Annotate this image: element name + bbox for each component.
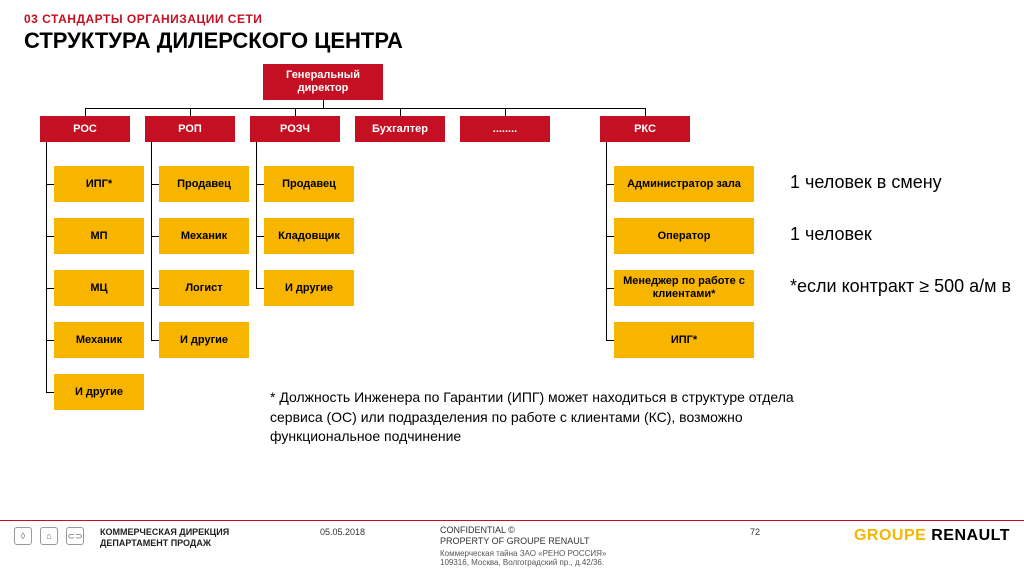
node-child-2-2: И другие	[264, 270, 354, 306]
secret-line1: Коммерческая тайна ЗАО «РЕНО РОССИЯ»	[440, 549, 606, 558]
connector-line	[256, 184, 264, 185]
page-title: СТРУКТУРА ДИЛЕРСКОГО ЦЕНТРА	[24, 28, 1000, 54]
conf-line2: PROPERTY OF GROUPE RENAULT	[440, 536, 590, 546]
node-branch-1: РОП	[145, 116, 235, 142]
connector-line	[256, 288, 264, 289]
side-label-2: *если контракт ≥ 500 а/м в	[790, 276, 1011, 297]
connector-line	[323, 100, 324, 108]
connector-line	[606, 236, 614, 237]
connector-line	[400, 108, 401, 116]
side-label-0: 1 человек в смену	[790, 172, 942, 193]
kicker: 03 СТАНДАРТЫ ОРГАНИЗАЦИИ СЕТИ	[24, 12, 1000, 26]
node-root: Генеральный директор	[263, 64, 383, 100]
brand-logos: ◊ ⌂ ⊂⊃	[14, 527, 84, 545]
connector-line	[151, 184, 159, 185]
connector-line	[151, 236, 159, 237]
node-child-5-2: Менеджер по работе с клиентами*	[614, 270, 754, 306]
footer-confidential: CONFIDENTIAL © PROPERTY OF GROUPE RENAUL…	[440, 525, 590, 547]
node-child-1-2: Логист	[159, 270, 249, 306]
connector-line	[256, 142, 257, 288]
connector-line	[46, 236, 54, 237]
header: 03 СТАНДАРТЫ ОРГАНИЗАЦИИ СЕТИ СТРУКТУРА …	[0, 0, 1024, 60]
node-branch-0: РОС	[40, 116, 130, 142]
node-child-2-1: Кладовщик	[264, 218, 354, 254]
node-child-0-4: И другие	[54, 374, 144, 410]
brand-name: RENAULT	[931, 527, 1010, 544]
dept-line2: ДЕПАРТАМЕНТ ПРОДАЖ	[100, 538, 211, 548]
connector-line	[46, 392, 54, 393]
node-child-1-0: Продавец	[159, 166, 249, 202]
org-chart: Генеральный директор РОС ИПГ* МП МЦ Механик И …	[0, 60, 1024, 480]
logo-alliance-icon: ⊂⊃	[66, 527, 84, 545]
node-branch-3: Бухгалтер	[355, 116, 445, 142]
logo-dacia-icon: ⌂	[40, 527, 58, 545]
connector-line	[606, 184, 614, 185]
footer-page-number: 72	[750, 527, 760, 537]
node-child-5-1: Оператор	[614, 218, 754, 254]
connector-line	[46, 288, 54, 289]
node-child-0-1: МП	[54, 218, 144, 254]
connector-line	[256, 236, 264, 237]
connector-line	[606, 142, 607, 340]
connector-line	[295, 108, 296, 116]
connector-line	[46, 340, 54, 341]
node-child-5-0: Администратор зала	[614, 166, 754, 202]
footnote: * Должность Инженера по Гарантии (ИПГ) м…	[270, 388, 830, 447]
connector-line	[151, 288, 159, 289]
node-child-0-3: Механик	[54, 322, 144, 358]
footer-date: 05.05.2018	[320, 527, 365, 537]
dept-line1: КОММЕРЧЕСКАЯ ДИРЕКЦИЯ	[100, 527, 229, 537]
node-child-1-3: И другие	[159, 322, 249, 358]
node-child-1-1: Механик	[159, 218, 249, 254]
node-child-0-0: ИПГ*	[54, 166, 144, 202]
secret-line2: 109316, Москва, Волгоградский пр., д.42/…	[440, 558, 604, 567]
connector-line	[151, 142, 152, 340]
connector-line	[46, 142, 47, 392]
node-child-5-3: ИПГ*	[614, 322, 754, 358]
connector-line	[46, 184, 54, 185]
footer-brand: GROUPE RENAULT	[854, 527, 1010, 545]
footer-secret: Коммерческая тайна ЗАО «РЕНО РОССИЯ» 109…	[440, 549, 606, 567]
connector-line	[645, 108, 646, 116]
side-label-1: 1 человек	[790, 224, 872, 245]
footer: ◊ ⌂ ⊂⊃ КОММЕРЧЕСКАЯ ДИРЕКЦИЯ ДЕПАРТАМЕНТ…	[0, 520, 1024, 574]
node-child-0-2: МЦ	[54, 270, 144, 306]
connector-line	[606, 288, 614, 289]
node-branch-2: РОЗЧ	[250, 116, 340, 142]
node-child-2-0: Продавец	[264, 166, 354, 202]
logo-renault-icon: ◊	[14, 527, 32, 545]
connector-line	[505, 108, 506, 116]
node-branch-4: ........	[460, 116, 550, 142]
connector-line	[85, 108, 86, 116]
conf-line1: CONFIDENTIAL ©	[440, 525, 515, 535]
footer-department: КОММЕРЧЕСКАЯ ДИРЕКЦИЯ ДЕПАРТАМЕНТ ПРОДАЖ	[100, 527, 229, 549]
connector-line	[85, 108, 645, 109]
connector-line	[606, 340, 614, 341]
brand-prefix: GROUPE	[854, 527, 926, 544]
node-branch-5: РКС	[600, 116, 690, 142]
connector-line	[151, 340, 159, 341]
connector-line	[190, 108, 191, 116]
